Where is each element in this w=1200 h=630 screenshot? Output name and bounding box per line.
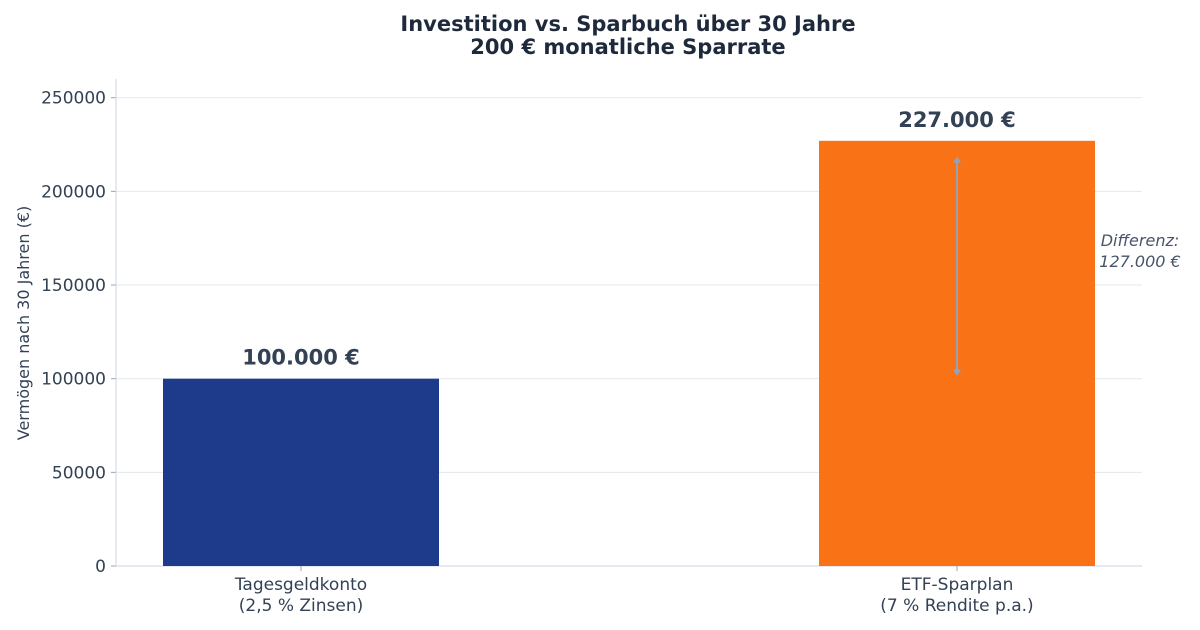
x-tick-label: (2,5 % Zinsen) — [239, 596, 364, 616]
x-tick-label: Tagesgeldkonto — [234, 575, 367, 595]
bar-value-label: 100.000 € — [242, 346, 360, 370]
y-tick-label: 150000 — [41, 276, 106, 296]
y-axis-label: Vermögen nach 30 Jahren (€) — [14, 206, 33, 440]
y-tick-label: 100000 — [41, 370, 106, 390]
difference-annotation: 127.000 € — [1099, 252, 1180, 271]
difference-arrowhead-bottom — [953, 369, 961, 376]
y-tick-label: 0 — [95, 557, 106, 577]
chart-title: Investition vs. Sparbuch über 30 Jahre — [400, 12, 855, 36]
y-tick-label: 200000 — [41, 182, 106, 202]
difference-arrowhead-top — [953, 156, 961, 163]
y-tick-label: 50000 — [52, 463, 106, 483]
x-tick-label: ETF-Sparplan — [901, 575, 1014, 595]
bar — [163, 378, 439, 566]
bar-value-label: 227.000 € — [898, 108, 1016, 132]
x-tick-label: (7 % Rendite p.a.) — [880, 596, 1033, 616]
difference-annotation: Differenz: — [1101, 231, 1180, 250]
labels: 0 50000 100000 150000 200000 250000 100.000 € T… — [41, 89, 1181, 616]
chart-subtitle: 200 € monatliche Sparrate — [470, 35, 785, 59]
y-tick-label: 250000 — [41, 89, 106, 109]
